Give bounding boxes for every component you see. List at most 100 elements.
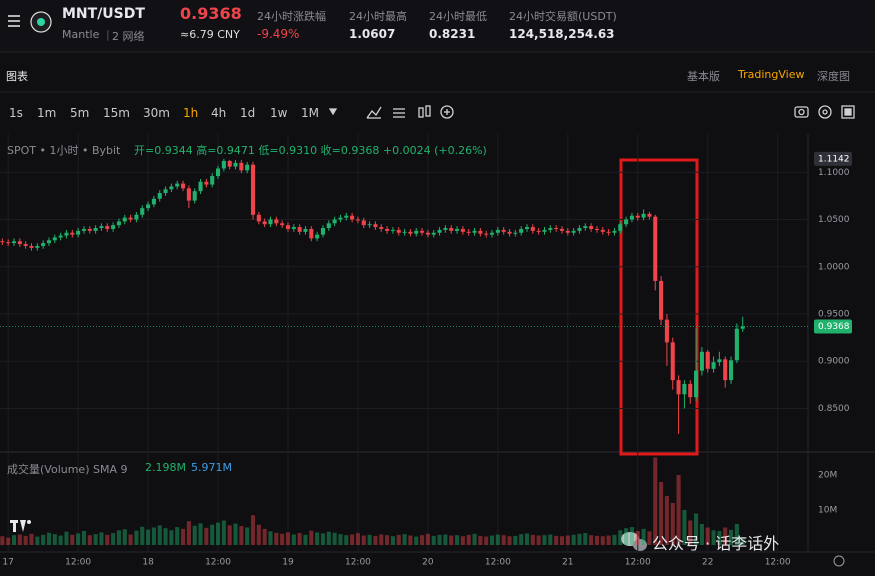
volume-bar xyxy=(612,534,617,545)
interval[interactable]: 1d xyxy=(240,106,256,120)
last-price: 0.9368 xyxy=(180,4,242,23)
volume-bar xyxy=(420,535,425,545)
menu-icon[interactable] xyxy=(8,15,20,27)
volume-bar xyxy=(70,534,75,545)
volume-bar xyxy=(46,532,52,545)
candle-body xyxy=(81,228,86,231)
candle-body xyxy=(280,223,285,226)
volume-bar xyxy=(87,535,92,545)
interval[interactable]: 4h xyxy=(211,106,227,120)
candle-body xyxy=(58,235,63,238)
candle-body xyxy=(268,219,273,225)
candle-body xyxy=(390,229,395,231)
view-tab[interactable]: TradingView xyxy=(738,68,805,81)
candle-body xyxy=(408,231,413,234)
candle-body xyxy=(711,362,716,369)
x-tick-label: 12:00 xyxy=(765,558,791,568)
volume-bar xyxy=(565,535,570,545)
volume-bar xyxy=(58,535,63,545)
ohlc-item: +0.0024 (+0.26%) xyxy=(382,144,487,157)
candle-body xyxy=(146,204,151,209)
volume-bar xyxy=(600,536,605,545)
volume-tick-label: 20M xyxy=(818,470,837,480)
volume-bar xyxy=(186,521,191,545)
candle-body xyxy=(717,359,722,363)
interval[interactable]: 1M xyxy=(301,106,319,120)
y-tick-label: 1.1000 xyxy=(818,168,850,178)
candle-body xyxy=(501,229,506,232)
candle-body xyxy=(460,228,465,232)
volume-bar xyxy=(618,530,623,545)
volume-bar xyxy=(559,536,565,545)
volume-bar xyxy=(717,530,722,545)
candle-body xyxy=(379,227,384,229)
volume-bar xyxy=(76,533,81,545)
candle-body xyxy=(256,214,261,222)
sma-value: 5.971M xyxy=(191,461,232,474)
coin-logo-core xyxy=(37,18,45,26)
interval[interactable]: 5m xyxy=(70,106,90,120)
volume-bar xyxy=(81,530,86,545)
candle-body xyxy=(524,227,530,229)
candle-body xyxy=(64,232,69,236)
legend-source: SPOT • 1小时 • Bybit xyxy=(7,144,121,157)
tab-title: 图表 xyxy=(6,70,28,83)
candle-body xyxy=(589,226,594,229)
stat-value: 124,518,254.63 xyxy=(509,27,615,41)
price-tag-label: 1.1142 xyxy=(818,154,850,164)
candle-body xyxy=(186,188,191,201)
volume-bar xyxy=(227,525,232,545)
volume-tick-label: 10M xyxy=(818,505,837,515)
candle-body xyxy=(437,229,442,233)
volume-bar xyxy=(659,481,664,545)
volume-bar xyxy=(455,535,460,545)
volume-bar xyxy=(536,535,541,545)
interval[interactable]: 1h xyxy=(183,106,199,120)
volume-bar xyxy=(29,533,34,545)
candle-body xyxy=(215,168,221,177)
volume-bar xyxy=(723,527,728,545)
candle-body xyxy=(140,208,145,215)
view-tab[interactable]: 基本版 xyxy=(687,70,720,83)
volume-bar xyxy=(472,533,477,545)
interval[interactable]: 15m xyxy=(103,106,130,120)
price-tag xyxy=(814,319,852,334)
symbol[interactable]: MNT/USDT xyxy=(62,6,145,22)
interval[interactable]: 1w xyxy=(270,106,288,120)
volume-bar xyxy=(175,527,180,545)
interval[interactable]: 30m xyxy=(143,106,170,120)
volume-bar xyxy=(41,534,46,545)
volume-bar xyxy=(338,534,343,545)
networks[interactable]: 2 网络 xyxy=(112,30,145,43)
candle-body xyxy=(181,183,186,189)
volume-bar xyxy=(390,536,395,545)
volume-bar xyxy=(460,536,465,545)
view-tab[interactable]: 深度图 xyxy=(817,70,850,83)
volume-bar xyxy=(711,530,716,545)
x-tick-label: 12:00 xyxy=(65,558,91,568)
y-tick-label: 0.8500 xyxy=(818,404,850,414)
candle-body xyxy=(425,232,430,235)
settings-icon[interactable] xyxy=(833,555,845,567)
candle-body xyxy=(571,230,576,233)
stat-value: -9.49% xyxy=(257,27,300,41)
candle-body xyxy=(233,162,238,167)
highlight-box xyxy=(619,158,699,456)
toolbar-icons[interactable] xyxy=(328,105,855,119)
volume-bar xyxy=(181,528,186,545)
candle-body xyxy=(705,351,710,369)
volume-bar xyxy=(355,533,360,545)
candle-body xyxy=(151,198,156,205)
interval[interactable]: 1m xyxy=(37,106,57,120)
volume-bar xyxy=(204,527,209,545)
volume-bar xyxy=(233,523,238,545)
candle-body xyxy=(344,215,349,218)
price-cny: ≈6.79 CNY xyxy=(180,28,240,41)
interval[interactable]: 1s xyxy=(9,106,23,120)
volume-bar xyxy=(694,513,699,545)
volume-bar xyxy=(99,532,104,545)
volume-bar xyxy=(350,534,355,545)
y-tick-label: 1.0500 xyxy=(818,215,850,225)
candle-body xyxy=(385,228,390,231)
volume-bar xyxy=(425,533,430,545)
